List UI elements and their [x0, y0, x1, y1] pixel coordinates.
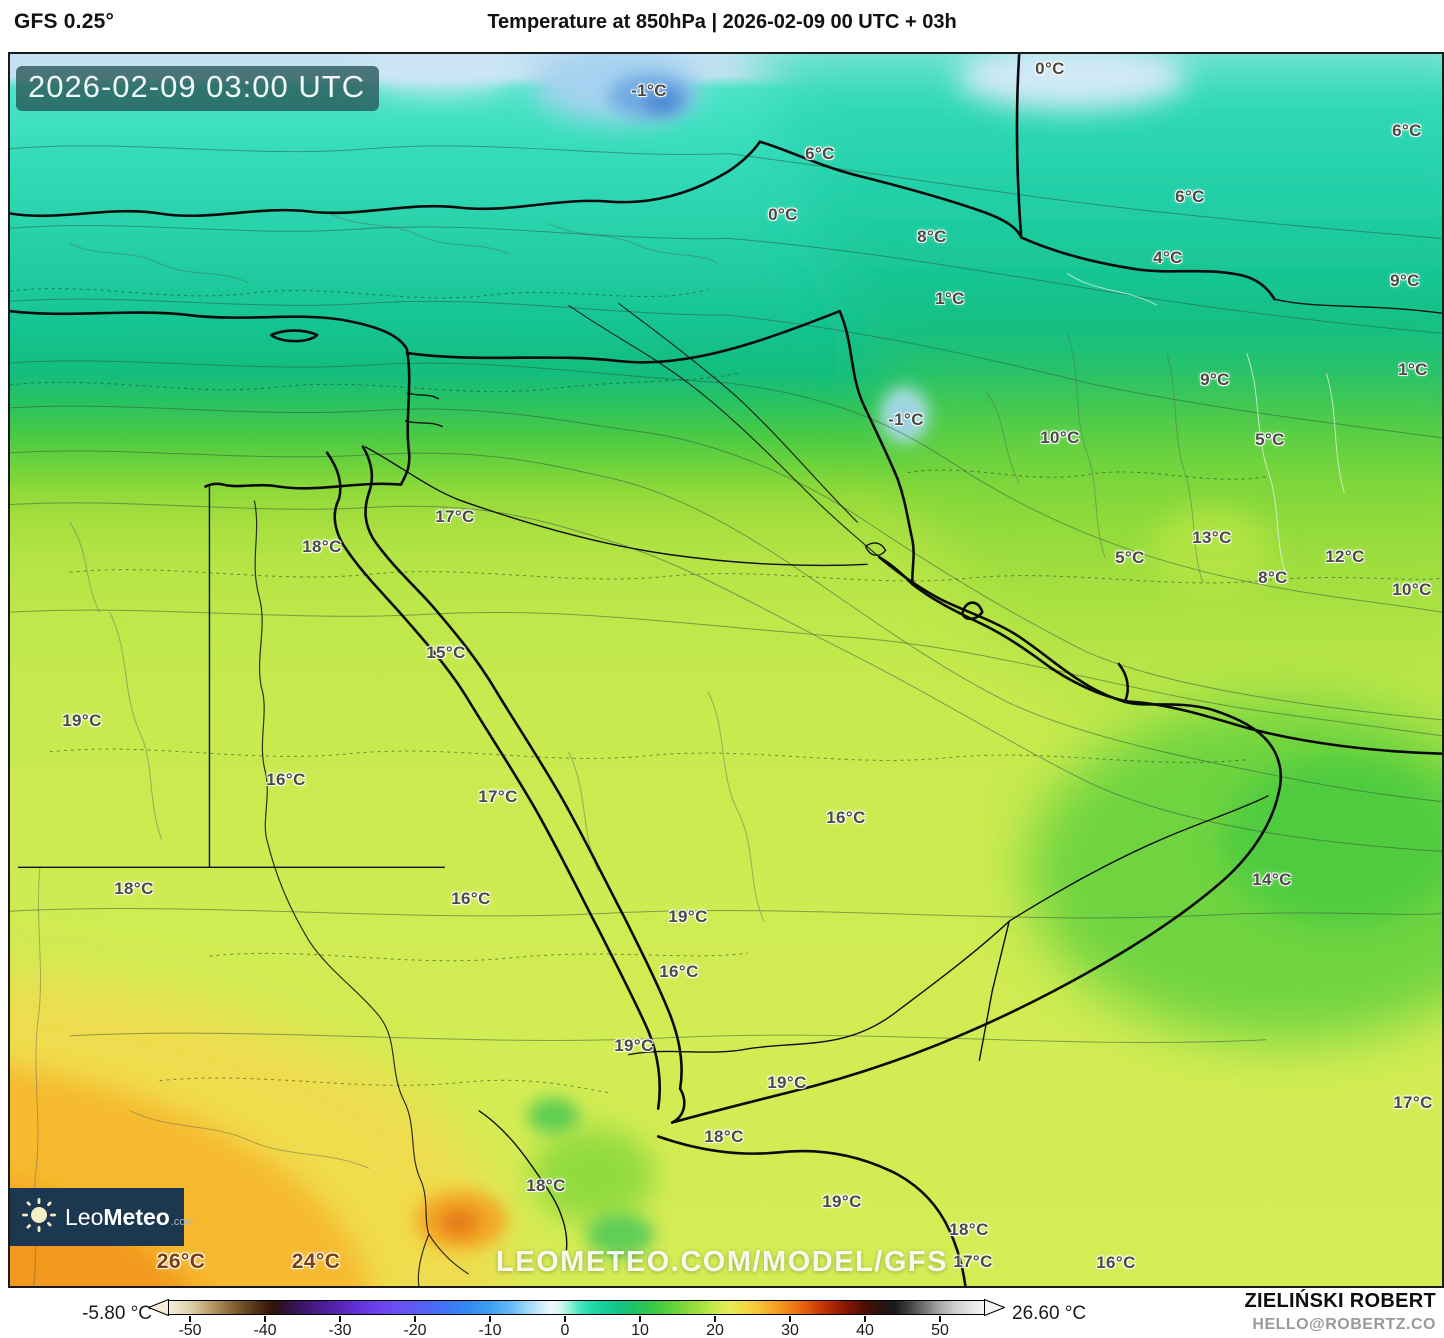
temp-label: 18°C: [302, 537, 342, 556]
temp-label: 24°C: [291, 1250, 341, 1273]
temp-label: 1°C: [1398, 360, 1428, 379]
admin-boundaries: [33, 213, 1204, 1286]
logo-text-bold: Meteo: [103, 1203, 170, 1230]
colorbar-tick-label: 20: [706, 1322, 724, 1338]
colorbar-tick-mark: [864, 1316, 866, 1322]
colorbar-tick-label: 50: [931, 1322, 949, 1338]
temp-label: 13°C: [1192, 528, 1232, 547]
map-area[interactable]: [8, 52, 1444, 1288]
leometeo-logo[interactable]: Leo Meteo .com: [10, 1188, 195, 1246]
colorbar-min-value: -5.80 °C: [82, 1303, 152, 1324]
temp-label: 18°C: [526, 1176, 566, 1195]
temp-label: 10°C: [1040, 428, 1080, 447]
temp-label: 6°C: [805, 144, 835, 163]
regional-white-boundaries: [1066, 272, 1345, 577]
temp-label: 17°C: [1393, 1093, 1433, 1112]
colorbar-tick-mark: [714, 1316, 716, 1322]
colorbar-tick-label: -40: [253, 1322, 277, 1338]
sun-icon: [20, 1196, 58, 1239]
temp-label: 8°C: [1258, 568, 1288, 587]
temp-label: 16°C: [826, 808, 866, 827]
credit-contact: HELLO@ROBERTZ.CO: [1252, 1316, 1436, 1333]
colorbar-tick-mark: [414, 1316, 416, 1322]
temp-label: -1°C: [631, 81, 667, 100]
temp-label: 12°C: [1325, 547, 1365, 566]
colorbar-left-arrow: [148, 1299, 169, 1316]
temp-label: -1°C: [888, 410, 924, 429]
colorbar-right-arrow: [984, 1299, 1005, 1316]
country-borders: [17, 298, 1442, 1251]
temp-label: 17°C: [435, 507, 475, 526]
rivers: [253, 302, 880, 1286]
logo-text-suffix: .com: [170, 1215, 195, 1228]
temp-label: 17°C: [478, 787, 518, 806]
colorbar-tick-label: -10: [478, 1322, 502, 1338]
colorbar-tick-mark: [789, 1316, 791, 1322]
colorbar-tick-label: 40: [856, 1322, 874, 1338]
colorbar-tick-mark: [639, 1316, 641, 1322]
temp-label: 14°C: [1252, 870, 1292, 889]
colorbar-tick-mark: [339, 1316, 341, 1322]
colorbar-tick-label: -50: [178, 1322, 202, 1338]
temp-label: 5°C: [1255, 430, 1285, 449]
temp-label: 19°C: [62, 711, 102, 730]
isotherm-contours: [10, 145, 1442, 1043]
temp-label: 17°C: [953, 1252, 993, 1271]
temperature-field-canvas: [10, 54, 1442, 1286]
temp-label: 0°C: [768, 205, 798, 224]
temp-label: 16°C: [1096, 1253, 1136, 1272]
temp-label: 19°C: [822, 1192, 862, 1211]
logo-text-light: Leo: [65, 1203, 104, 1230]
temp-label: 19°C: [767, 1073, 807, 1092]
model-label: GFS 0.25°: [14, 10, 115, 33]
temp-label: 18°C: [114, 879, 154, 898]
dashed-isotherm-contours: [10, 288, 1442, 1094]
temp-label: 9°C: [1200, 370, 1230, 389]
temp-label: 8°C: [917, 227, 947, 246]
colorbar-tick-label: 0: [560, 1322, 570, 1338]
temp-label: 6°C: [1392, 121, 1422, 140]
colorbar-tick-label: 10: [631, 1322, 649, 1338]
temp-label: 1°C: [935, 289, 965, 308]
temp-label: 5°C: [1115, 548, 1145, 567]
colorbar-tick-mark: [489, 1316, 491, 1322]
temp-label: 0°C: [1035, 59, 1065, 78]
colorbar-tick-label: -30: [328, 1322, 352, 1338]
temp-label: 9°C: [1390, 271, 1420, 290]
temp-label: 15°C: [426, 643, 466, 662]
colorbar-tick-label: 30: [781, 1322, 799, 1338]
temp-label: 19°C: [668, 907, 708, 926]
temp-label: 18°C: [704, 1127, 744, 1146]
temp-label: 19°C: [614, 1036, 654, 1055]
temp-label: 4°C: [1153, 248, 1183, 267]
page-title: Temperature at 850hPa | 2026-02-09 00 UT…: [487, 11, 957, 33]
temp-label: 16°C: [451, 889, 491, 908]
temp-label: 10°C: [1392, 580, 1432, 599]
colorbar-tick-mark: [264, 1316, 266, 1322]
temp-label: 16°C: [266, 770, 306, 789]
timestamp-overlay: 2026-02-09 03:00 UTC: [16, 66, 380, 111]
temp-label: 6°C: [1175, 187, 1205, 206]
logo-wordmark: Leo Meteo .com: [65, 1204, 195, 1231]
colorbar-gradient: [168, 1300, 985, 1315]
temp-label: 18°C: [949, 1220, 989, 1239]
credit-author: ZIELIŃSKI ROBERT: [1244, 1290, 1436, 1312]
colorbar-tick-label: -20: [403, 1322, 427, 1338]
watermark: LEOMETEO.COM/MODEL/GFS: [496, 1246, 948, 1278]
colorbar-max-value: 26.60 °C: [1012, 1303, 1087, 1324]
colorbar-tick-mark: [189, 1316, 191, 1322]
colorbar-tick-mark: [564, 1316, 566, 1322]
coastlines: [10, 54, 1442, 1286]
temp-label: 16°C: [659, 962, 699, 981]
colorbar-tick-mark: [939, 1316, 941, 1322]
temp-label: 26°C: [156, 1250, 206, 1273]
